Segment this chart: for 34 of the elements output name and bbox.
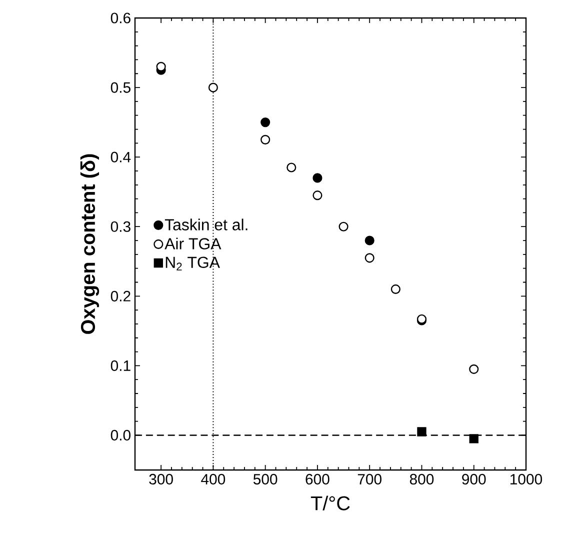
legend-label: Taskin et al. [164,218,248,230]
x-tick-label: 300 [149,474,173,484]
x-tick-label: 600 [306,474,330,484]
point [364,236,374,246]
point [469,434,478,444]
x-tick-label: 500 [253,474,278,484]
point [417,427,426,436]
point [156,62,166,72]
y-tick-label: 0.2 [110,290,130,302]
point [469,364,479,374]
x-tick-label: 900 [462,474,486,484]
legend-label: N$_{2}$ TGA [166,256,220,270]
y-tick-label: 0.4 [110,152,131,162]
point [312,190,322,200]
y-tick-label: 0.3 [110,221,130,232]
x-axis-title: T/°C [310,496,350,510]
x-tick-label: 700 [358,474,382,484]
legend-label: Air TGA [164,238,222,250]
point [338,222,348,232]
x-tick-label: 1000 [510,474,542,484]
y-tick-label: 0.5 [110,82,130,93]
y-axis-title: Oxygen content (δ) [80,154,100,334]
point [286,162,296,172]
point [312,173,322,183]
x-tick-label: 400 [201,474,226,484]
point [390,284,400,294]
y-tick-label: 0.6 [110,12,130,24]
point [260,134,270,144]
point [364,253,374,263]
x-tick-label: 800 [410,474,434,484]
y-tick-label: 0.0 [110,430,130,441]
point [260,118,270,128]
point [208,82,218,92]
y-tick-label: 0.1 [110,360,130,371]
